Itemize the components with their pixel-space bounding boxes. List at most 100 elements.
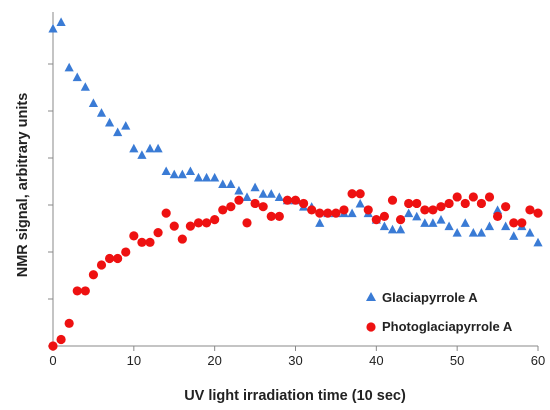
triangle-point [177,169,187,179]
circle-point [517,218,527,228]
circle-point [404,198,414,209]
triangle-point [266,189,276,198]
triangle-point [226,179,236,188]
x-tick-label: 30 [288,353,302,368]
circle-point [412,198,422,209]
circle-point [379,211,390,221]
triangle-point [161,166,171,176]
x-tick-label: 50 [450,353,464,368]
circle-point [113,253,123,264]
triangle-point [404,208,414,218]
circle-point [323,208,333,218]
circle-point [460,198,470,209]
triangle-point [525,228,535,237]
triangle-point [274,192,284,201]
circle-point [315,208,325,218]
circle-point [161,208,171,218]
circle-point [64,318,74,328]
triangle-point [193,172,204,182]
circle-point [185,221,196,231]
circle-point [282,195,293,205]
triangle-point [185,166,196,176]
triangle-point [452,228,462,237]
circle-point [72,286,82,296]
circle-point [484,192,495,202]
triangle-point [104,117,115,127]
y-axis-title: NMR signal, arbitrary units [15,93,31,278]
triangle-point [218,179,228,188]
circle-point [258,202,268,212]
circle-point [307,205,317,215]
triangle-point [129,143,139,153]
circle-point [169,221,179,231]
circle-point [468,192,478,202]
circle-point [501,202,511,212]
triangle-point [153,143,163,153]
triangle-point [137,150,147,159]
data-series [48,17,543,351]
triangle-point [315,218,325,227]
circle-point [48,341,58,351]
circle-point [274,211,284,221]
x-tick-label: 10 [127,353,141,368]
circle-point [218,205,228,215]
triangle-point [492,205,503,214]
circle-point [121,247,131,257]
circle-point [226,202,236,212]
triangle-point [379,221,390,231]
triangle-point [72,72,82,82]
triangle-point [444,221,454,231]
circle-point [387,195,398,205]
circle-point [331,208,341,218]
circle-point [250,198,260,209]
legend-label-photoglaciapyrrole: Photoglaciapyrrole A [382,319,513,334]
series-glaciapyrrole-a [48,17,543,247]
circle-point [290,195,301,205]
legend-entry-photoglaciapyrrole: Photoglaciapyrrole A [366,319,513,334]
triangle-point [476,228,487,237]
circle-point [452,192,462,202]
x-tick-label: 20 [207,353,221,368]
legend-entry-glaciapyrrole: Glaciapyrrole A [366,290,478,305]
circle-point [201,218,212,228]
circle-point [371,215,381,225]
triangle-point [201,172,212,182]
triangle-point [121,121,131,130]
circle-point [177,234,187,244]
circle-point [193,218,204,228]
circle-point [509,218,519,228]
circle-point [436,202,446,212]
tick-marks [48,63,539,351]
circle-point [88,270,99,280]
triangle-point [210,172,220,182]
triangle-point [484,221,495,231]
triangle-point [387,224,398,234]
triangle-point [412,211,422,221]
triangle-point [509,231,519,240]
circle-point [153,228,163,238]
triangle-point [145,143,155,153]
triangle-point [96,108,107,117]
circle-point [56,334,66,345]
triangle-point [113,127,123,137]
triangle-point [420,218,430,227]
circle-point [476,198,487,209]
x-tick-label: 60 [531,353,545,368]
triangle-point [234,185,244,195]
legend-triangle-marker [366,292,376,301]
triangle-point [169,169,179,179]
circle-point [145,237,155,247]
circle-point [355,189,365,199]
circle-point [137,237,147,247]
circle-point [129,231,139,241]
circle-point [96,260,107,270]
triangle-point [88,98,99,107]
legend: Glaciapyrrole A Photoglaciapyrrole A [366,290,513,334]
circle-point [347,189,357,199]
x-tick-labels: 0 10 20 30 40 50 60 [49,353,545,368]
circle-point [242,218,252,228]
circle-point [525,205,535,215]
x-tick-label: 40 [369,353,383,368]
